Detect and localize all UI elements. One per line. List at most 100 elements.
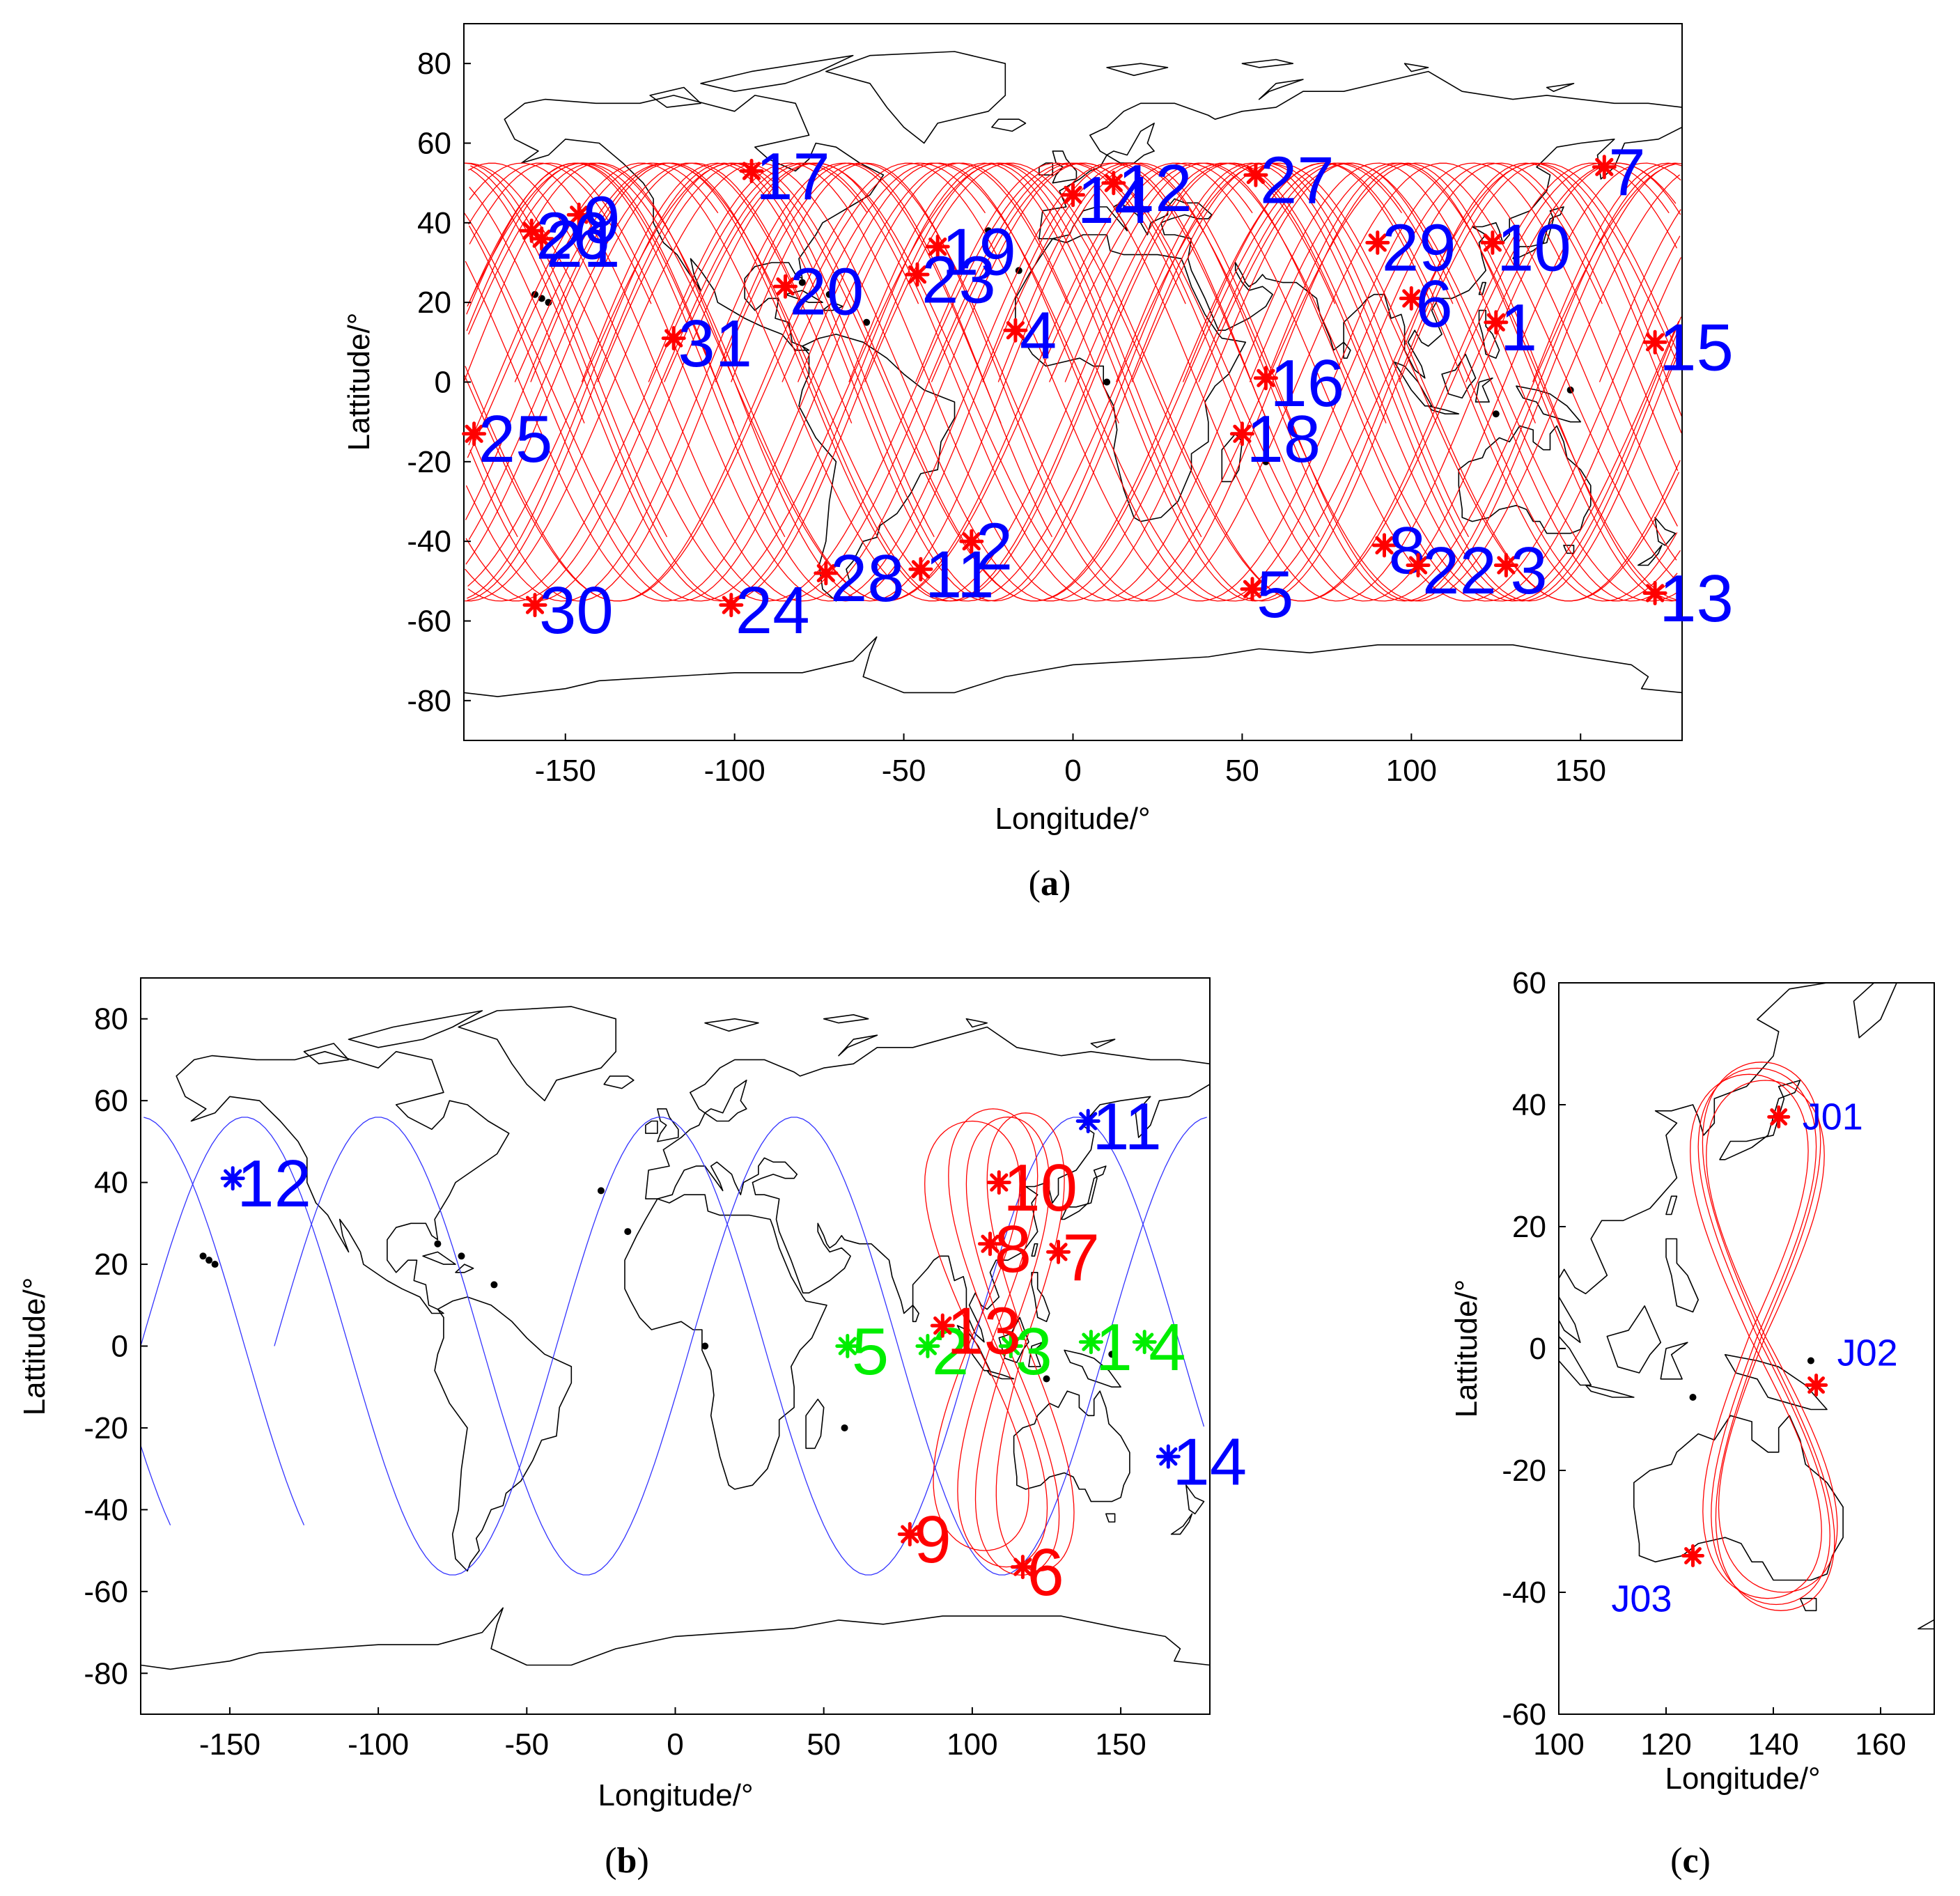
panel-b-caption: (b)	[605, 1841, 649, 1881]
satellite-marker	[1075, 1109, 1100, 1133]
satellite-label: 25	[479, 402, 553, 476]
satellite-label: J02	[1837, 1332, 1898, 1374]
satellite-marker	[1399, 286, 1424, 311]
coastline	[1031, 1243, 1039, 1257]
y-tick-label: 40	[94, 1166, 128, 1200]
coastline	[458, 1006, 616, 1101]
satellite-11: 11	[908, 538, 995, 612]
island-dot	[590, 1192, 597, 1199]
panel-c-caption-letter: c	[1682, 1841, 1698, 1881]
satellite-marker	[661, 326, 686, 351]
satellite-marker	[220, 1166, 245, 1191]
satellite-25: 25	[462, 402, 553, 476]
coastline	[1638, 545, 1663, 566]
x-tick-label: 100	[1533, 1727, 1584, 1762]
x-tick-label: 100	[947, 1727, 997, 1762]
satellite-7: 7	[1046, 1220, 1100, 1295]
x-tick-label: -150	[535, 754, 596, 788]
satellite-label: 29	[1382, 211, 1456, 286]
panel-a-coastlines	[464, 51, 1682, 697]
coastline	[1241, 59, 1294, 68]
satellite-22: 22	[1406, 534, 1497, 608]
satellite-label: 22	[1422, 534, 1497, 608]
satellite-9: 9	[897, 1502, 951, 1577]
island-dot	[205, 1257, 213, 1264]
ground-track	[468, 162, 1681, 602]
coastline	[1478, 309, 1500, 359]
island-dot	[1043, 1375, 1050, 1383]
satellite-marker	[930, 1313, 955, 1338]
island-dot	[1103, 378, 1111, 386]
satellite-label: 12	[1118, 151, 1192, 226]
coastline	[645, 1026, 1210, 1343]
satellite-12: 12	[220, 1147, 311, 1221]
coastline	[1061, 1165, 1107, 1220]
coastline	[956, 1325, 991, 1372]
x-tick-label: 50	[1225, 754, 1259, 788]
coastline	[121, 910, 722, 1300]
x-tick-label: -100	[704, 754, 765, 788]
island-dot	[434, 1240, 442, 1248]
panel-b-x-axis-label: Longitude/°	[598, 1778, 753, 1812]
satellite-label: 31	[678, 306, 752, 381]
satellite-J01: J01	[1767, 1096, 1863, 1138]
coastline	[434, 1296, 573, 1572]
satellite-marker	[814, 561, 839, 586]
satellite-marker	[566, 202, 591, 227]
satellite-label: J01	[1803, 1096, 1863, 1138]
y-tick-label: 40	[417, 206, 451, 240]
island-dot	[1325, 1467, 1332, 1474]
satellite-18: 18	[1229, 402, 1321, 476]
satellite-label: 10	[1003, 1151, 1078, 1225]
panel-c-satellites: J01 J02 J03	[1611, 1096, 1897, 1620]
satellite-marker	[1156, 1444, 1181, 1469]
island-dot	[933, 1174, 940, 1181]
x-tick-label: 0	[1064, 754, 1081, 788]
coastline	[1170, 1513, 1193, 1535]
ground-track	[465, 162, 1678, 602]
ground-track	[1702, 1062, 1835, 1611]
x-tick-label: 160	[1855, 1727, 1906, 1762]
satellite-label: 23	[921, 242, 996, 317]
satellite-label: 13	[947, 1293, 1021, 1368]
satellite-label: 3	[1015, 1314, 1052, 1389]
satellite-3: 3	[1493, 534, 1548, 608]
ground-track	[464, 162, 1677, 602]
satellite-label: 19	[942, 215, 1016, 289]
satellite-29: 29	[1365, 211, 1456, 286]
panel-a-ground-tracks	[464, 162, 1682, 602]
ground-track	[948, 1108, 1048, 1568]
ground-track	[465, 162, 1677, 602]
y-tick-label: -20	[84, 1411, 128, 1445]
island-dot	[701, 1342, 709, 1350]
satellite-marker	[1493, 553, 1518, 577]
panel-a-x-axis-label: Longitude/°	[995, 802, 1150, 836]
coastline	[894, 947, 947, 965]
y-tick-label: 80	[94, 1002, 128, 1036]
ground-track	[467, 162, 1679, 602]
satellite-marker	[1078, 1330, 1103, 1355]
island-dot	[863, 318, 871, 326]
satellite-8: 8	[1372, 513, 1426, 588]
ground-track	[465, 162, 1678, 602]
satellite-12: 12	[1101, 151, 1192, 226]
y-tick-label: 0	[111, 1330, 128, 1364]
satellite-marker	[462, 421, 487, 446]
satellite-marker	[1592, 155, 1617, 180]
satellite-marker	[835, 1334, 860, 1358]
panel-a: -150 -100 -50 0 50 100 150 -80 -60 -40 -20 0 20 40 60 8…	[342, 23, 1734, 903]
satellite-6: 6	[1010, 1535, 1064, 1610]
satellite-marker	[897, 1522, 922, 1547]
satellite-label: 7	[1063, 1220, 1100, 1295]
coastline	[1106, 63, 1169, 77]
satellite-1: 1	[1078, 1310, 1133, 1385]
satellite-label: 6	[1415, 267, 1452, 341]
satellite-4: 4	[1132, 1310, 1186, 1385]
satellite-marker	[1061, 182, 1085, 208]
coastline	[645, 1120, 658, 1134]
ground-track	[465, 162, 1678, 602]
satellite-marker	[1243, 162, 1268, 187]
satellite-20: 20	[773, 255, 864, 329]
coastline	[588, 1275, 834, 1684]
